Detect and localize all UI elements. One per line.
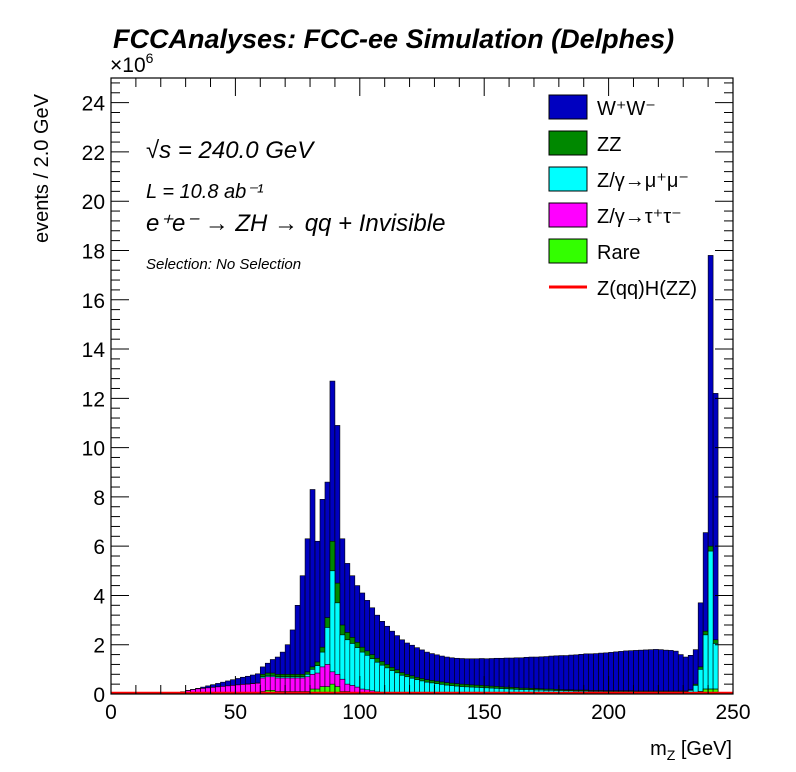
series-4 <box>175 255 719 695</box>
bar <box>364 655 371 695</box>
y-tick-label: 12 <box>82 388 105 411</box>
stacked-histogram <box>111 255 733 695</box>
bar <box>304 538 311 695</box>
bar <box>583 653 589 695</box>
bar <box>603 652 609 695</box>
legend-swatch <box>548 94 588 120</box>
bar <box>677 654 684 695</box>
legend-swatch <box>548 130 588 156</box>
lumi-annotation: L = 10.8 ab⁻¹ <box>146 181 264 203</box>
legend-label: Z/γ→μ⁺μ⁻ <box>597 170 689 192</box>
bar <box>404 676 410 695</box>
energy-annotation: √s = 240.0 GeV <box>146 137 315 164</box>
legend-label: ZZ <box>597 134 621 156</box>
x-tick-label: 250 <box>715 701 750 724</box>
x-tick-label: 50 <box>224 701 247 724</box>
y-multiplier-label: ×106 <box>110 50 154 77</box>
bar <box>593 653 599 695</box>
bar <box>638 649 644 695</box>
x-tick-label: 0 <box>105 701 117 724</box>
bar <box>588 653 594 695</box>
bar <box>608 652 614 695</box>
bar <box>369 658 376 695</box>
chart-title: FCCAnalyses: FCC-ee Simulation (Delphes) <box>113 24 674 54</box>
bar <box>702 634 709 695</box>
legend-label: W⁺W⁻ <box>597 98 656 120</box>
y-tick-label: 10 <box>82 438 105 461</box>
y-tick-label: 6 <box>93 536 105 559</box>
bar <box>394 672 400 695</box>
bar <box>538 656 545 695</box>
x-tick-label: 200 <box>591 701 626 724</box>
y-tick-label: 18 <box>82 240 105 263</box>
bar <box>658 649 664 695</box>
bar <box>643 649 649 695</box>
bar <box>309 489 316 695</box>
bar <box>663 649 669 695</box>
bar <box>558 655 565 695</box>
process-annotation: e⁺e⁻ → ZH → qq + Invisible <box>146 210 445 237</box>
bar <box>672 650 679 695</box>
bar <box>573 654 580 695</box>
bar <box>543 656 550 695</box>
y-tick-label: 14 <box>82 339 106 362</box>
x-axis-title: mZ [GeV] <box>650 738 732 763</box>
legend: W⁺W⁻ ZZ Z/γ→μ⁺μ⁻ Z/γ→τ⁺τ⁻ Rare Z(qq)H(ZZ) <box>548 94 697 300</box>
y-tick-label: 8 <box>93 487 105 510</box>
bar <box>399 674 405 695</box>
bar <box>384 667 390 695</box>
bar <box>682 656 689 695</box>
series-1 <box>175 664 719 695</box>
legend-label: Rare <box>597 242 640 264</box>
y-tick-label: 2 <box>93 635 105 658</box>
bar <box>578 654 585 695</box>
bar <box>409 677 415 695</box>
bar <box>379 664 385 695</box>
bar <box>633 650 639 695</box>
bar <box>389 670 395 695</box>
legend-swatch <box>548 238 588 264</box>
legend-swatch <box>548 166 588 192</box>
bar <box>553 655 560 695</box>
selection-annotation: Selection: No Selection <box>146 256 301 273</box>
y-tick-label: 4 <box>93 585 105 608</box>
bar <box>707 550 714 695</box>
legend-label: Z(qq)H(ZZ) <box>597 278 697 300</box>
bar <box>563 655 570 695</box>
bar <box>687 655 694 695</box>
y-axis-title: events / 2.0 GeV <box>31 93 53 243</box>
bar <box>628 650 634 695</box>
x-tick-label: 100 <box>342 701 377 724</box>
bar <box>668 650 674 695</box>
bar <box>653 649 659 695</box>
bar <box>712 643 719 695</box>
bar <box>618 651 624 695</box>
y-tick-label: 24 <box>82 93 106 116</box>
bar <box>648 649 654 695</box>
y-tick-label: 16 <box>82 290 105 313</box>
bar <box>359 651 366 695</box>
bar <box>598 652 604 695</box>
bar <box>697 669 704 695</box>
y-tick-label: 20 <box>82 191 105 214</box>
annotation-block: √s = 240.0 GeV L = 10.8 ab⁻¹ e⁺e⁻ → ZH →… <box>146 137 445 273</box>
bar <box>548 655 555 695</box>
legend-label: Z/γ→τ⁺τ⁻ <box>597 206 682 228</box>
plot-frame <box>110 77 734 695</box>
frame-box <box>110 77 734 695</box>
bar <box>374 661 381 695</box>
y-tick-label: 0 <box>93 684 105 707</box>
bar <box>568 654 575 695</box>
x-tick-label: 150 <box>467 701 502 724</box>
y-tick-label: 22 <box>82 142 105 165</box>
bar <box>623 650 629 695</box>
bar <box>613 651 619 695</box>
legend-swatch <box>548 202 588 228</box>
